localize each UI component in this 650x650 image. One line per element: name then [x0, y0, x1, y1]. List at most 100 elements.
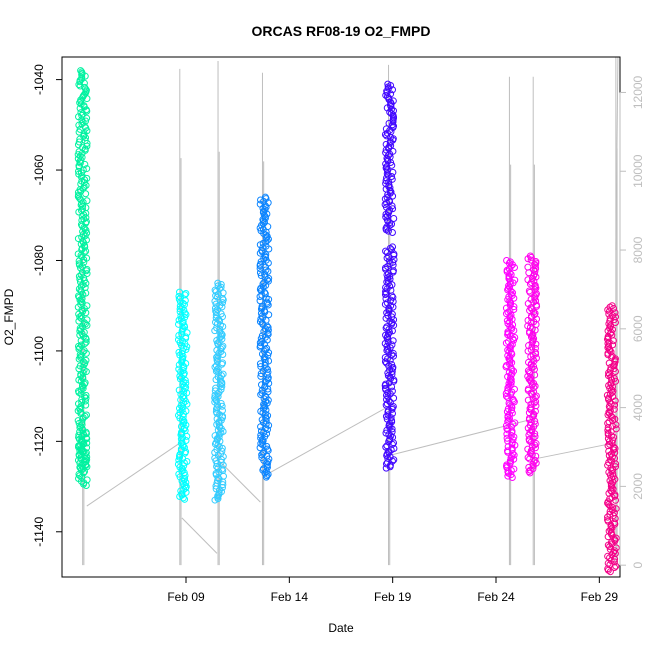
data-point: [605, 310, 613, 318]
data-point: [82, 267, 90, 275]
y2-tick-label: 6000: [631, 315, 645, 342]
data-point: [264, 301, 272, 309]
altitude-connector: [535, 442, 614, 460]
data-point: [176, 372, 184, 380]
data-point: [256, 339, 264, 347]
y-tick-label: -1120: [32, 426, 46, 456]
data-point: [524, 454, 532, 462]
data-point: [77, 312, 85, 320]
data-point: [604, 430, 612, 438]
data-point: [510, 263, 518, 271]
altitude-connector: [615, 56, 619, 251]
data-point: [505, 382, 513, 390]
data-point: [211, 327, 219, 335]
data-point: [82, 190, 90, 198]
data-point: [504, 448, 512, 456]
data-point: [381, 291, 389, 299]
data-point: [77, 298, 85, 306]
data-point: [527, 253, 535, 261]
data-point: [75, 81, 83, 89]
x-axis-label: Date: [328, 621, 354, 635]
data-point: [261, 290, 269, 298]
data-point: [83, 95, 91, 103]
data-point: [388, 229, 396, 237]
data-point: [80, 256, 88, 264]
data-point: [604, 552, 612, 560]
data-point: [604, 533, 612, 541]
data-point: [505, 380, 513, 388]
data-point: [389, 337, 397, 345]
altitude-connector: [86, 442, 181, 507]
x-tick-label: Feb 14: [271, 590, 309, 604]
data-point: [263, 300, 271, 308]
data-point: [218, 343, 226, 351]
data-point: [386, 463, 394, 471]
data-point: [257, 372, 265, 380]
data-point: [262, 266, 270, 274]
data-point: [382, 247, 390, 255]
altitude-connector: [266, 407, 387, 476]
data-point: [257, 423, 265, 431]
data-point: [526, 469, 534, 477]
data-point: [383, 132, 391, 140]
data-point: [605, 418, 613, 426]
data-point: [219, 481, 227, 489]
data-point: [381, 382, 389, 390]
data-point: [385, 253, 393, 261]
y-tick-label: -1040: [32, 64, 46, 95]
data-point: [257, 391, 265, 399]
data-point: [611, 563, 619, 571]
series-points: [256, 193, 273, 481]
data-point: [264, 326, 272, 334]
data-point: [175, 386, 183, 394]
data-point: [256, 343, 264, 351]
data-point: [506, 297, 514, 305]
data-point: [259, 204, 267, 212]
data-point: [531, 294, 539, 302]
data-point: [531, 433, 539, 441]
y2-tick-label: 2000: [631, 473, 645, 500]
data-point: [384, 408, 392, 416]
data-point: [265, 245, 273, 253]
x-tick-label: Feb 09: [167, 590, 205, 604]
x-tick-label: Feb 19: [374, 590, 412, 604]
data-point: [605, 369, 613, 377]
data-point: [75, 257, 83, 265]
data-point: [77, 264, 85, 272]
series-points: [524, 252, 541, 477]
data-point: [257, 272, 265, 280]
data-point: [526, 405, 534, 413]
data-point: [76, 275, 84, 283]
data-point: [79, 202, 87, 210]
data-point: [219, 350, 227, 358]
data-point: [257, 258, 265, 266]
data-point: [176, 308, 184, 316]
data-point: [261, 253, 269, 261]
data-point: [388, 121, 396, 129]
data-point: [504, 417, 512, 425]
data-point: [502, 363, 510, 371]
data-point: [505, 282, 513, 290]
data-point: [382, 464, 390, 472]
data-point: [176, 305, 184, 313]
data-point: [83, 439, 91, 447]
y-tick-label: -1100: [32, 336, 46, 366]
data-point: [389, 268, 397, 276]
data-point: [526, 466, 534, 474]
altitude-connector: [181, 517, 218, 554]
data-point: [217, 399, 225, 407]
data-point: [217, 429, 225, 437]
data-point: [503, 430, 511, 438]
data-point: [381, 131, 389, 139]
y-tick-label: -1060: [32, 154, 46, 185]
data-point: [510, 336, 518, 344]
data-point: [262, 473, 270, 481]
data-point: [604, 426, 612, 434]
data-point: [608, 386, 616, 394]
x-tick-label: Feb 24: [477, 590, 515, 604]
data-point: [604, 566, 612, 574]
data-point: [384, 227, 392, 235]
data-point: [219, 296, 227, 304]
data-point: [383, 347, 391, 355]
